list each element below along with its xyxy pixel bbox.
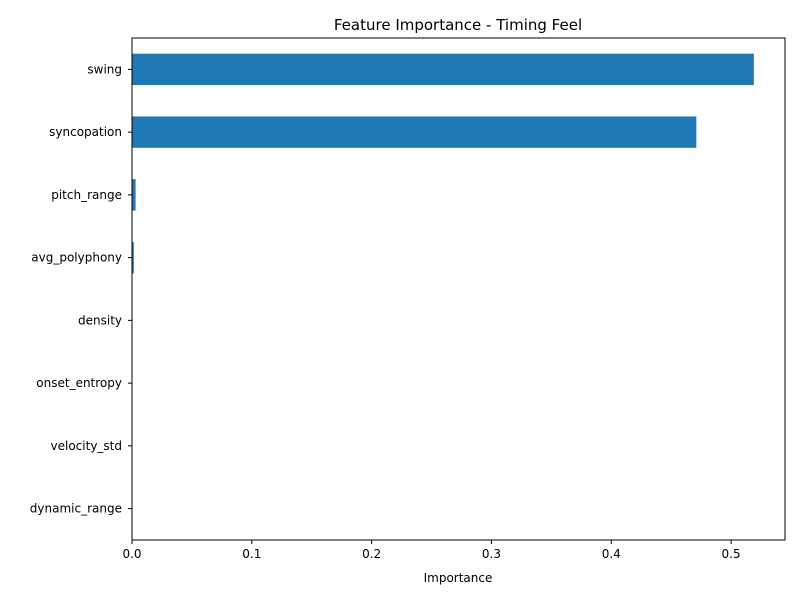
chart-title: Feature Importance - Timing Feel bbox=[334, 16, 582, 34]
x-axis-label: Importance bbox=[424, 571, 493, 585]
bars-group bbox=[132, 53, 754, 274]
y-tick-label: dynamic_range bbox=[30, 502, 122, 516]
bar-pitch-range bbox=[132, 179, 136, 211]
x-axis-ticks: 0.0 0.1 0.2 0.3 0.4 0.5 bbox=[122, 540, 741, 561]
x-tick-label: 0.1 bbox=[242, 547, 261, 561]
x-tick-label: 0.0 bbox=[122, 547, 141, 561]
y-tick-label: syncopation bbox=[49, 125, 122, 139]
y-tick-label: avg_polyphony bbox=[31, 251, 122, 265]
plot-frame bbox=[131, 37, 786, 541]
axes-frame bbox=[131, 37, 786, 541]
bar-syncopation bbox=[132, 116, 697, 148]
x-tick-label: 0.3 bbox=[482, 547, 501, 561]
bar-swing bbox=[132, 53, 754, 86]
y-tick-label: swing bbox=[87, 62, 122, 76]
x-tick-label: 0.5 bbox=[722, 547, 741, 561]
x-tick-label: 0.4 bbox=[602, 547, 621, 561]
bar-avg-polyphony bbox=[132, 241, 134, 274]
y-tick-label: density bbox=[78, 313, 122, 327]
y-tick-label: onset_entropy bbox=[36, 376, 122, 390]
x-tick-label: 0.2 bbox=[362, 547, 381, 561]
y-axis-ticks: swing syncopation pitch_range avg_polyphony… bbox=[30, 62, 132, 516]
y-tick-label: pitch_range bbox=[51, 188, 122, 202]
y-tick-label: velocity_std bbox=[51, 439, 122, 453]
